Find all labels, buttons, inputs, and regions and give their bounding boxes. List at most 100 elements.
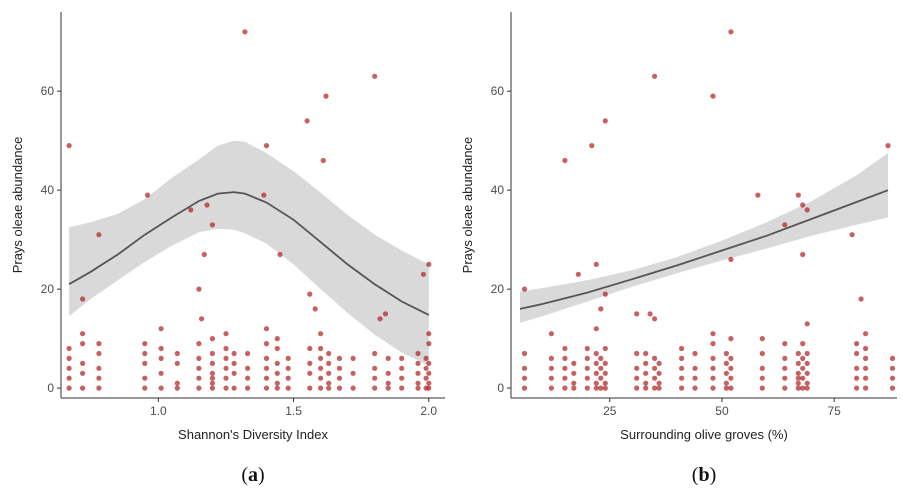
data-point <box>593 360 599 366</box>
data-point <box>307 370 313 376</box>
data-point <box>759 375 765 381</box>
data-point <box>598 365 604 371</box>
data-point <box>759 336 765 342</box>
data-point <box>710 375 716 381</box>
data-point <box>562 355 568 361</box>
data-point <box>782 341 788 347</box>
data-point <box>593 380 599 386</box>
data-point <box>382 311 389 317</box>
data-point <box>96 341 102 347</box>
data-point <box>326 380 332 386</box>
data-point <box>323 93 329 99</box>
data-point <box>889 355 896 361</box>
data-point <box>399 355 405 361</box>
data-point <box>142 360 148 366</box>
x-axis-title: Shannon's Diversity Index <box>178 427 328 442</box>
data-point <box>231 350 237 357</box>
data-point <box>723 350 730 357</box>
data-point <box>728 355 734 361</box>
data-point <box>679 375 685 381</box>
data-point <box>385 355 391 361</box>
data-point <box>96 350 102 357</box>
data-point <box>245 385 251 391</box>
data-point <box>231 370 237 376</box>
data-point <box>96 232 102 238</box>
data-point <box>800 365 806 371</box>
data-point <box>710 331 716 337</box>
data-point <box>263 326 270 332</box>
data-point <box>399 365 405 371</box>
data-point <box>426 385 432 391</box>
data-point <box>602 291 608 297</box>
data-point <box>399 385 405 391</box>
data-point <box>863 375 869 381</box>
data-point <box>652 385 658 391</box>
data-point <box>196 375 202 381</box>
data-point <box>889 385 896 391</box>
fitted-line <box>519 189 889 310</box>
data-point <box>66 365 72 371</box>
data-point <box>350 370 356 376</box>
data-point <box>426 261 432 267</box>
data-point <box>854 350 860 357</box>
data-point <box>710 355 716 361</box>
data-point <box>285 375 291 381</box>
data-point <box>223 345 229 352</box>
panel-label: (b) <box>692 464 716 486</box>
data-point <box>562 375 568 381</box>
data-point <box>415 370 421 376</box>
data-point <box>863 365 869 371</box>
data-point <box>571 370 577 376</box>
data-point <box>426 360 432 366</box>
data-point <box>196 341 202 347</box>
data-point <box>66 385 72 391</box>
data-point <box>602 370 608 376</box>
data-point <box>196 286 202 292</box>
data-point <box>679 355 685 361</box>
data-point <box>307 291 313 297</box>
data-point <box>652 365 658 371</box>
data-point <box>589 143 595 149</box>
data-point <box>385 380 391 386</box>
data-point <box>854 375 860 381</box>
data-point <box>423 365 429 371</box>
data-point <box>350 355 356 361</box>
data-point <box>80 331 86 337</box>
data-point <box>863 331 869 337</box>
data-point <box>643 385 649 391</box>
data-point <box>80 360 86 366</box>
data-point <box>782 222 788 228</box>
data-point <box>263 375 270 381</box>
data-point <box>593 350 599 357</box>
data-point <box>759 365 765 371</box>
data-point <box>521 286 528 292</box>
data-point <box>158 370 164 376</box>
data-point <box>800 385 806 391</box>
data-point <box>889 375 896 381</box>
panel-label-open: ( <box>241 464 248 486</box>
data-point <box>318 355 324 361</box>
data-point <box>274 385 280 391</box>
data-point <box>710 365 716 371</box>
data-point <box>634 365 640 371</box>
data-point <box>548 375 555 381</box>
data-point <box>336 365 343 371</box>
data-point <box>804 370 810 376</box>
data-point <box>336 375 343 381</box>
data-point <box>318 385 324 391</box>
data-point <box>598 306 604 312</box>
data-point <box>223 355 229 361</box>
data-point <box>174 380 180 386</box>
data-point <box>174 350 180 357</box>
x-tick-label: 1.5 <box>285 404 302 418</box>
data-point <box>318 375 324 381</box>
data-point <box>415 380 421 386</box>
data-point <box>634 385 640 391</box>
data-point <box>377 316 383 322</box>
data-point <box>548 331 555 337</box>
data-point <box>274 380 280 386</box>
panel-label-close: ) <box>258 464 265 486</box>
data-point <box>804 321 810 327</box>
data-point <box>245 375 251 381</box>
data-point <box>196 385 202 391</box>
